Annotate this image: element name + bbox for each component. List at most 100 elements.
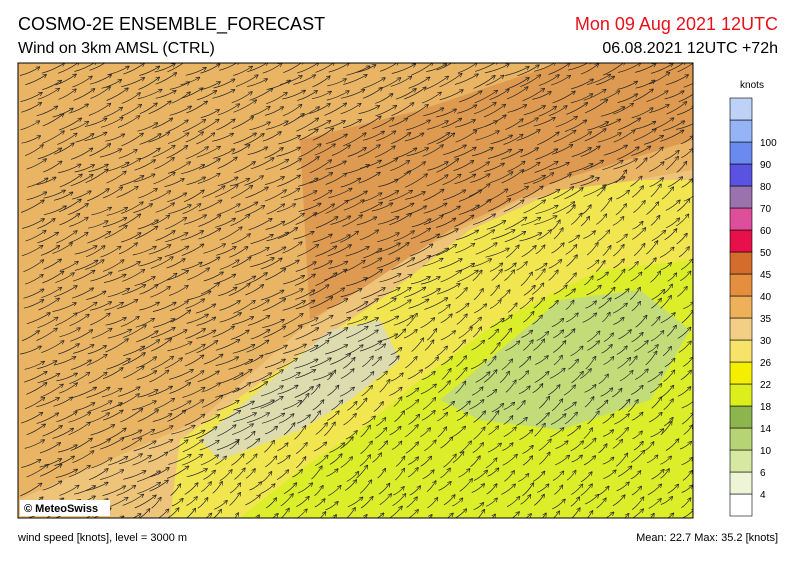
wind-arrow — [86, 387, 110, 398]
wind-arrow — [580, 217, 589, 227]
wind-arrow — [677, 199, 689, 212]
wind-arrow — [266, 93, 287, 105]
wind-arrow — [436, 133, 455, 145]
wind-arrow — [70, 175, 93, 187]
wind-arrow — [635, 64, 656, 73]
wind-arrow — [516, 130, 540, 141]
wind-arrow — [118, 262, 140, 272]
colorbar-label: 60 — [760, 226, 772, 237]
wind-arrow — [650, 331, 664, 342]
wind-arrow — [632, 89, 653, 102]
wind-arrow — [406, 256, 431, 268]
wind-arrow — [133, 204, 152, 213]
wind-arrow — [312, 234, 333, 243]
wind-arrow — [89, 63, 110, 71]
colorbar-swatch — [729, 141, 753, 165]
wind-arrow — [613, 104, 633, 115]
wind-arrow — [343, 75, 367, 85]
wind-arrow — [168, 120, 188, 132]
wind-arrow — [601, 313, 610, 323]
wind-arrow — [234, 162, 255, 174]
wind-arrow — [154, 158, 175, 170]
wind-arrow — [505, 341, 519, 352]
wind-arrow — [72, 288, 93, 299]
wind-arrow — [389, 118, 407, 128]
wind-arrow — [87, 232, 110, 244]
wind-arrow — [472, 270, 482, 281]
wind-arrow — [59, 174, 82, 188]
wind-arrow — [617, 94, 638, 103]
wind-arrow — [100, 118, 123, 128]
wind-arrow — [586, 243, 598, 256]
wind-arrow — [58, 164, 81, 174]
wind-arrow — [410, 63, 433, 76]
wind-arrow — [327, 328, 348, 340]
wind-arrow — [282, 242, 302, 254]
wind-arrow — [148, 101, 171, 115]
wind-arrow — [74, 63, 97, 72]
wind-arrow — [106, 88, 128, 101]
wind-arrow — [553, 330, 563, 339]
wind-arrow — [439, 90, 463, 101]
wind-arrow — [376, 131, 395, 142]
wind-arrow — [583, 90, 606, 101]
wind-arrow — [393, 316, 413, 326]
wind-arrow — [180, 231, 204, 241]
wind-arrow — [694, 512, 705, 522]
wind-arrow — [182, 120, 206, 133]
colorbar-swatch — [729, 273, 753, 297]
wind-arrow — [551, 319, 564, 328]
wind-arrow — [390, 77, 412, 87]
wind-arrow — [264, 190, 286, 202]
wind-arrow — [596, 214, 606, 225]
wind-arrow — [120, 317, 139, 327]
wind-arrow — [583, 160, 604, 171]
wind-arrow — [182, 204, 201, 215]
wind-arrow — [436, 346, 447, 357]
wind-arrow — [423, 203, 447, 214]
wind-arrow — [299, 129, 318, 141]
wind-arrow — [181, 88, 203, 99]
colorbar-label: 22 — [760, 380, 772, 391]
wind-arrow — [250, 258, 274, 268]
colorbar-swatch — [729, 471, 753, 495]
wind-arrow — [677, 327, 691, 339]
wind-arrow — [327, 299, 347, 309]
wind-arrow — [155, 73, 177, 85]
colorbar-swatch — [729, 405, 753, 429]
wind-arrow — [436, 109, 456, 118]
wind-arrow — [665, 218, 679, 229]
wind-arrow — [59, 328, 80, 338]
wind-arrow — [36, 361, 57, 370]
wind-arrow — [521, 218, 540, 226]
wind-arrow — [580, 146, 600, 157]
wind-arrow — [389, 191, 412, 202]
wind-arrow — [443, 145, 466, 156]
wind-arrow — [455, 131, 477, 143]
wind-arrow — [404, 174, 427, 188]
wind-arrow — [456, 356, 466, 367]
wind-arrow — [517, 118, 538, 128]
wind-arrow — [454, 174, 475, 185]
wind-arrow — [571, 79, 593, 90]
wind-arrow — [646, 91, 668, 102]
wind-arrow — [136, 331, 158, 343]
wind-arrow — [308, 121, 330, 131]
wind-arrow — [54, 143, 74, 155]
wind-arrow — [167, 342, 192, 352]
wind-arrow — [356, 299, 378, 312]
wind-arrow — [596, 187, 605, 197]
wind-arrow — [681, 179, 693, 188]
wind-arrow — [296, 118, 318, 132]
wind-arrow — [423, 216, 443, 225]
wind-arrow — [564, 120, 587, 132]
wind-arrow — [148, 245, 171, 255]
wind-arrow — [295, 262, 316, 272]
wind-arrow — [372, 118, 393, 130]
wind-arrow — [153, 319, 174, 328]
wind-arrow — [169, 286, 188, 296]
wind-arrow — [645, 351, 657, 366]
wind-arrow — [483, 370, 497, 383]
wind-arrow — [615, 204, 627, 216]
wind-arrow — [187, 291, 210, 301]
